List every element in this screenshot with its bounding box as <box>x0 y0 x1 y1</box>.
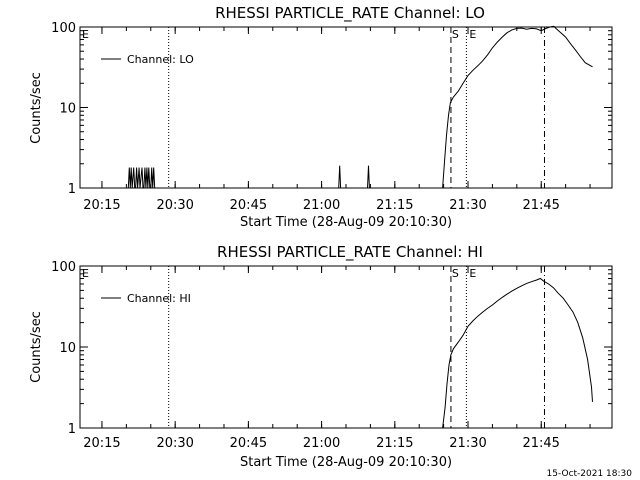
start-marker-label: S <box>452 267 459 280</box>
y-tick-label: 1 <box>68 422 76 437</box>
panel-hi: RHESSI PARTICLE_RATE Channel: HI Counts/… <box>29 243 613 470</box>
series-line <box>442 25 593 189</box>
legend-label: Channel: HI <box>127 292 191 305</box>
end-marker-label: E <box>469 28 476 41</box>
y-tick-label: 10 <box>59 341 76 356</box>
x-tick-label: 21:30 <box>449 198 486 213</box>
x-tick-label: 21:30 <box>449 436 486 451</box>
legend-label: Channel: LO <box>127 53 194 66</box>
left-end-marker-label: E <box>82 267 89 280</box>
series-line <box>442 277 593 429</box>
x-tick-label: 20:15 <box>83 198 120 213</box>
series-line <box>127 167 156 189</box>
x-axis-label: Start Time (28-Aug-09 20:10:30) <box>240 455 452 470</box>
x-tick-label: 21:00 <box>303 198 340 213</box>
start-marker-label: S <box>452 28 459 41</box>
x-tick-label: 20:30 <box>156 436 193 451</box>
footer-timestamp: 15-Oct-2021 18:30 <box>547 469 633 479</box>
tick-labels: 20:15 20:30 20:45 21:00 21:15 21:30 21:45 1 10 10… <box>51 260 560 451</box>
x-tick-label: 20:15 <box>83 436 120 451</box>
x-tick-label: 20:45 <box>230 198 267 213</box>
x-tick-label: 21:45 <box>522 198 559 213</box>
tick-labels: 20:15 20:30 20:45 21:00 21:15 21:30 21:45 1 10 10… <box>51 21 560 213</box>
y-tick-label: 100 <box>51 260 76 275</box>
y-axis-label: Counts/sec <box>29 311 44 383</box>
x-tick-label: 20:30 <box>156 198 193 213</box>
x-tick-label: 21:00 <box>303 436 340 451</box>
y-tick-label: 10 <box>59 102 76 117</box>
y-tick-label: 100 <box>51 21 76 36</box>
panel-lo: RHESSI PARTICLE_RATE Channel: LO Counts/… <box>29 4 613 230</box>
x-tick-label: 21:15 <box>376 198 413 213</box>
left-end-marker-label: E <box>82 28 89 41</box>
plot-frame <box>79 265 613 429</box>
end-marker-label: E <box>469 267 476 280</box>
x-tick-label: 21:15 <box>376 436 413 451</box>
plot-frame <box>79 26 613 189</box>
y-axis-label: Counts/sec <box>29 72 44 144</box>
y-tick-label: 1 <box>68 182 76 197</box>
x-tick-label: 21:45 <box>522 436 559 451</box>
chart-title: RHESSI PARTICLE_RATE Channel: HI <box>217 243 483 262</box>
series-line <box>338 165 342 189</box>
chart-title: RHESSI PARTICLE_RATE Channel: LO <box>215 4 485 23</box>
x-axis-label: Start Time (28-Aug-09 20:10:30) <box>240 215 452 230</box>
x-tick-label: 20:45 <box>230 436 267 451</box>
series-line <box>367 165 370 189</box>
